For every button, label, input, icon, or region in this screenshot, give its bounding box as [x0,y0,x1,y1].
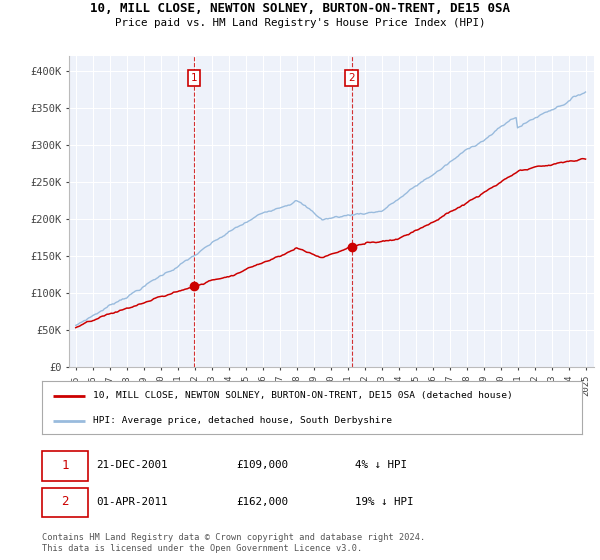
FancyBboxPatch shape [42,451,88,480]
Text: Contains HM Land Registry data © Crown copyright and database right 2024.
This d: Contains HM Land Registry data © Crown c… [42,533,425,553]
Text: HPI: Average price, detached house, South Derbyshire: HPI: Average price, detached house, Sout… [94,416,392,425]
Text: 1: 1 [191,73,197,83]
Text: £109,000: £109,000 [236,460,289,470]
FancyBboxPatch shape [42,488,88,517]
Text: 2: 2 [349,73,355,83]
Text: 1: 1 [61,459,69,472]
Text: 19% ↓ HPI: 19% ↓ HPI [355,497,414,507]
Text: 10, MILL CLOSE, NEWTON SOLNEY, BURTON-ON-TRENT, DE15 0SA (detached house): 10, MILL CLOSE, NEWTON SOLNEY, BURTON-ON… [94,391,513,400]
Text: 10, MILL CLOSE, NEWTON SOLNEY, BURTON-ON-TRENT, DE15 0SA: 10, MILL CLOSE, NEWTON SOLNEY, BURTON-ON… [90,2,510,15]
Text: 2: 2 [61,495,69,508]
Text: £162,000: £162,000 [236,497,289,507]
Text: Price paid vs. HM Land Registry's House Price Index (HPI): Price paid vs. HM Land Registry's House … [115,18,485,28]
Text: 01-APR-2011: 01-APR-2011 [96,497,167,507]
Text: 4% ↓ HPI: 4% ↓ HPI [355,460,407,470]
Text: 21-DEC-2001: 21-DEC-2001 [96,460,167,470]
